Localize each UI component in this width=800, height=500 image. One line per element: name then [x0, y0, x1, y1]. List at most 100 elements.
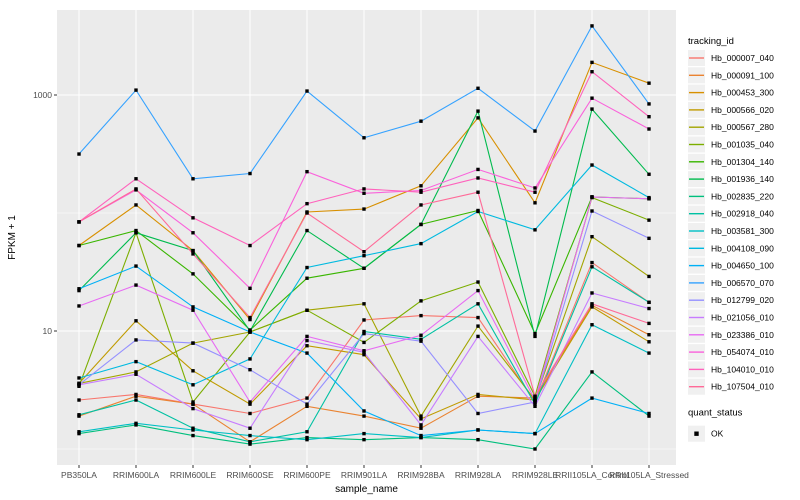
data-point — [134, 398, 138, 402]
data-point — [476, 190, 480, 194]
legend-label: Hb_003581_300 — [711, 226, 774, 236]
legend-item-Hb_107504_010: Hb_107504_010 — [688, 378, 774, 395]
data-point — [533, 431, 537, 436]
data-point — [305, 228, 309, 233]
data-point — [590, 302, 594, 306]
data-point — [191, 305, 195, 309]
data-point — [362, 318, 366, 322]
data-point — [590, 107, 594, 111]
data-point — [590, 96, 594, 100]
data-point — [533, 190, 537, 194]
data-point — [134, 177, 138, 181]
data-point — [647, 306, 651, 311]
data-point — [191, 406, 195, 411]
data-point — [305, 430, 309, 434]
legend-item-Hb_001304_140: Hb_001304_140 — [688, 153, 774, 170]
data-point — [533, 201, 537, 205]
legend-key-point — [694, 431, 699, 436]
x-tick-label: RRII105LA_Control — [555, 470, 629, 480]
legend-label: Hb_002918_040 — [711, 209, 774, 219]
legend-label: Hb_001035_040 — [711, 140, 774, 150]
legend-label: Hb_054074_010 — [711, 347, 774, 357]
x-axis-title: sample_name — [335, 484, 398, 495]
x-tick-label: RRII105LA_Stressed — [609, 470, 689, 480]
legend-item-Hb_104010_010: Hb_104010_010 — [688, 361, 774, 378]
data-point — [476, 176, 480, 180]
data-point — [134, 283, 138, 287]
data-point — [134, 88, 138, 92]
legend-label: Hb_002835_220 — [711, 191, 774, 201]
data-points — [77, 24, 651, 451]
legend-tracking-id: tracking_id Hb_000007_040 Hb_000091_100 Hb_… — [688, 36, 774, 395]
data-point — [647, 321, 651, 326]
data-point — [134, 394, 138, 398]
data-point — [362, 331, 366, 336]
data-point — [305, 334, 309, 339]
data-point — [305, 435, 309, 440]
data-point — [248, 442, 252, 446]
data-point — [419, 222, 423, 227]
data-point — [476, 280, 480, 284]
data-point — [647, 114, 651, 119]
legend-label: Hb_004108_090 — [711, 243, 774, 253]
x-tick-label: RRIM928BA — [397, 470, 445, 480]
data-point — [362, 191, 366, 195]
data-point — [590, 396, 594, 400]
data-point — [419, 184, 423, 188]
data-point — [248, 440, 252, 444]
y-tick-label: 10 — [43, 326, 53, 336]
legend-label: Hb_006570_070 — [711, 278, 774, 288]
data-point — [191, 383, 195, 387]
data-point — [248, 400, 252, 404]
y-axis-title: FPKM + 1 — [7, 215, 18, 260]
data-point — [533, 398, 537, 402]
legend-label: Hb_001936_140 — [711, 174, 774, 184]
data-point — [248, 317, 252, 322]
legend-label: Hb_000453_300 — [711, 88, 774, 98]
data-point — [419, 333, 423, 337]
data-point — [647, 333, 651, 337]
data-point — [647, 81, 651, 85]
x-tick-label: RRIM901LA — [341, 470, 388, 480]
data-point — [191, 252, 195, 256]
data-point — [248, 433, 252, 438]
data-point — [419, 423, 423, 427]
data-point — [134, 372, 138, 376]
data-point — [419, 417, 423, 421]
data-point — [590, 370, 594, 374]
data-point — [419, 119, 423, 123]
data-point — [647, 414, 651, 418]
data-point — [191, 177, 195, 181]
data-point — [248, 171, 252, 176]
data-point — [191, 272, 195, 276]
data-point — [419, 414, 423, 418]
data-point — [476, 411, 480, 416]
data-point — [77, 220, 81, 224]
legend-item-Hb_000091_100: Hb_000091_100 — [688, 67, 774, 84]
legend-item-Hb_002918_040: Hb_002918_040 — [688, 205, 774, 222]
data-point — [305, 211, 309, 215]
data-point — [476, 109, 480, 113]
legend-item-Hb_000007_040: Hb_000007_040 — [688, 50, 774, 66]
data-point — [590, 234, 594, 239]
data-point — [248, 367, 252, 372]
data-point — [590, 70, 594, 74]
data-point — [248, 243, 252, 248]
x-tick-label: RRIM600PE — [283, 470, 331, 480]
legend-item-Hb_004108_090: Hb_004108_090 — [688, 240, 774, 257]
legend-item-ok: OK — [688, 425, 724, 442]
x-tick-label: RRIM600LA — [113, 470, 160, 480]
data-point — [134, 228, 138, 233]
legend-item-Hb_004650_100: Hb_004650_100 — [688, 257, 774, 274]
data-point — [134, 187, 138, 191]
data-point — [533, 394, 537, 398]
legend-item-Hb_012799_020: Hb_012799_020 — [688, 292, 774, 309]
data-point — [590, 195, 594, 199]
legend-item-Hb_023386_010: Hb_023386_010 — [688, 326, 774, 343]
data-point — [77, 304, 81, 308]
data-point — [191, 400, 195, 404]
data-point — [362, 249, 366, 254]
data-point — [533, 186, 537, 190]
data-point — [647, 172, 651, 176]
x-tick-label: RRIM600LE — [170, 470, 217, 480]
